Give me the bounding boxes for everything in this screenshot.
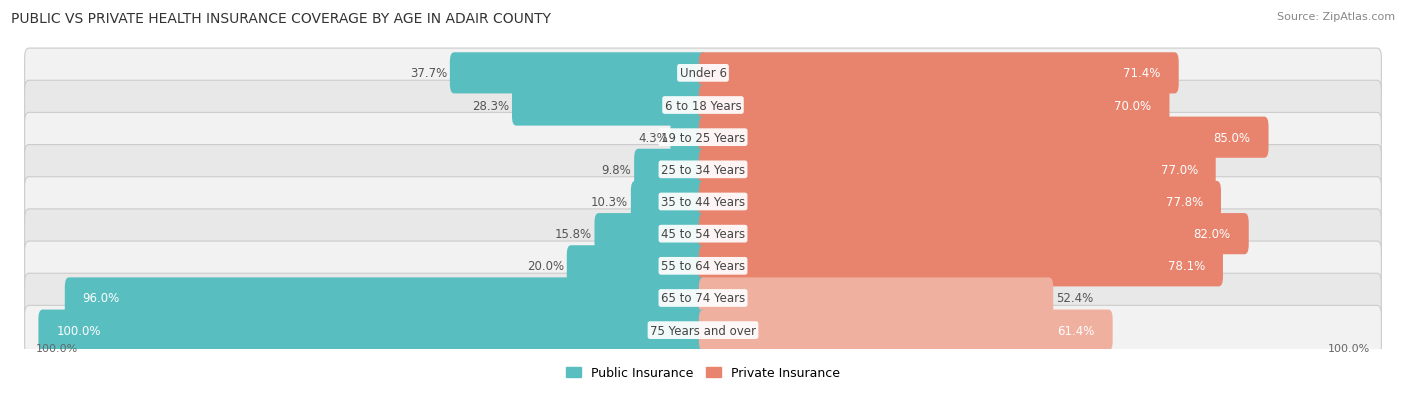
FancyBboxPatch shape [699, 214, 1249, 255]
Text: 37.7%: 37.7% [411, 67, 447, 80]
Text: 78.1%: 78.1% [1168, 260, 1205, 273]
Text: 45 to 54 Years: 45 to 54 Years [661, 228, 745, 241]
FancyBboxPatch shape [699, 53, 1178, 94]
Text: Under 6: Under 6 [679, 67, 727, 80]
Text: 35 to 44 Years: 35 to 44 Years [661, 195, 745, 209]
FancyBboxPatch shape [699, 150, 1216, 190]
Text: 65 to 74 Years: 65 to 74 Years [661, 292, 745, 305]
FancyBboxPatch shape [631, 181, 707, 223]
Text: PUBLIC VS PRIVATE HEALTH INSURANCE COVERAGE BY AGE IN ADAIR COUNTY: PUBLIC VS PRIVATE HEALTH INSURANCE COVER… [11, 12, 551, 26]
Text: 55 to 64 Years: 55 to 64 Years [661, 260, 745, 273]
Text: 100.0%: 100.0% [1329, 344, 1371, 354]
Text: 100.0%: 100.0% [56, 324, 101, 337]
Text: 82.0%: 82.0% [1194, 228, 1230, 241]
FancyBboxPatch shape [699, 181, 1220, 223]
Legend: Public Insurance, Private Insurance: Public Insurance, Private Insurance [567, 367, 839, 380]
FancyBboxPatch shape [699, 278, 1053, 319]
Text: 75 Years and over: 75 Years and over [650, 324, 756, 337]
Text: 77.0%: 77.0% [1160, 164, 1198, 176]
FancyBboxPatch shape [25, 113, 1381, 163]
FancyBboxPatch shape [450, 53, 707, 94]
FancyBboxPatch shape [25, 177, 1381, 227]
Text: 85.0%: 85.0% [1213, 131, 1251, 144]
Text: 77.8%: 77.8% [1166, 195, 1204, 209]
Text: 15.8%: 15.8% [554, 228, 592, 241]
FancyBboxPatch shape [25, 273, 1381, 323]
Text: 71.4%: 71.4% [1123, 67, 1161, 80]
FancyBboxPatch shape [699, 117, 1268, 158]
Text: 25 to 34 Years: 25 to 34 Years [661, 164, 745, 176]
FancyBboxPatch shape [699, 310, 1112, 351]
Text: 96.0%: 96.0% [83, 292, 120, 305]
Text: 20.0%: 20.0% [527, 260, 564, 273]
Text: 9.8%: 9.8% [602, 164, 631, 176]
FancyBboxPatch shape [25, 209, 1381, 259]
FancyBboxPatch shape [634, 150, 707, 190]
Text: 70.0%: 70.0% [1115, 99, 1152, 112]
FancyBboxPatch shape [25, 306, 1381, 355]
FancyBboxPatch shape [699, 246, 1223, 287]
FancyBboxPatch shape [567, 246, 707, 287]
Text: 19 to 25 Years: 19 to 25 Years [661, 131, 745, 144]
FancyBboxPatch shape [699, 85, 1170, 126]
Text: 52.4%: 52.4% [1056, 292, 1094, 305]
FancyBboxPatch shape [595, 214, 707, 255]
FancyBboxPatch shape [512, 85, 707, 126]
FancyBboxPatch shape [25, 145, 1381, 195]
Text: Source: ZipAtlas.com: Source: ZipAtlas.com [1277, 12, 1395, 22]
FancyBboxPatch shape [25, 81, 1381, 131]
Text: 4.3%: 4.3% [638, 131, 668, 144]
Text: 100.0%: 100.0% [35, 344, 77, 354]
FancyBboxPatch shape [65, 278, 707, 319]
FancyBboxPatch shape [25, 49, 1381, 98]
Text: 6 to 18 Years: 6 to 18 Years [665, 99, 741, 112]
FancyBboxPatch shape [38, 310, 707, 351]
Text: 28.3%: 28.3% [472, 99, 509, 112]
FancyBboxPatch shape [25, 242, 1381, 291]
FancyBboxPatch shape [671, 117, 707, 158]
Text: 61.4%: 61.4% [1057, 324, 1095, 337]
Text: 10.3%: 10.3% [591, 195, 628, 209]
